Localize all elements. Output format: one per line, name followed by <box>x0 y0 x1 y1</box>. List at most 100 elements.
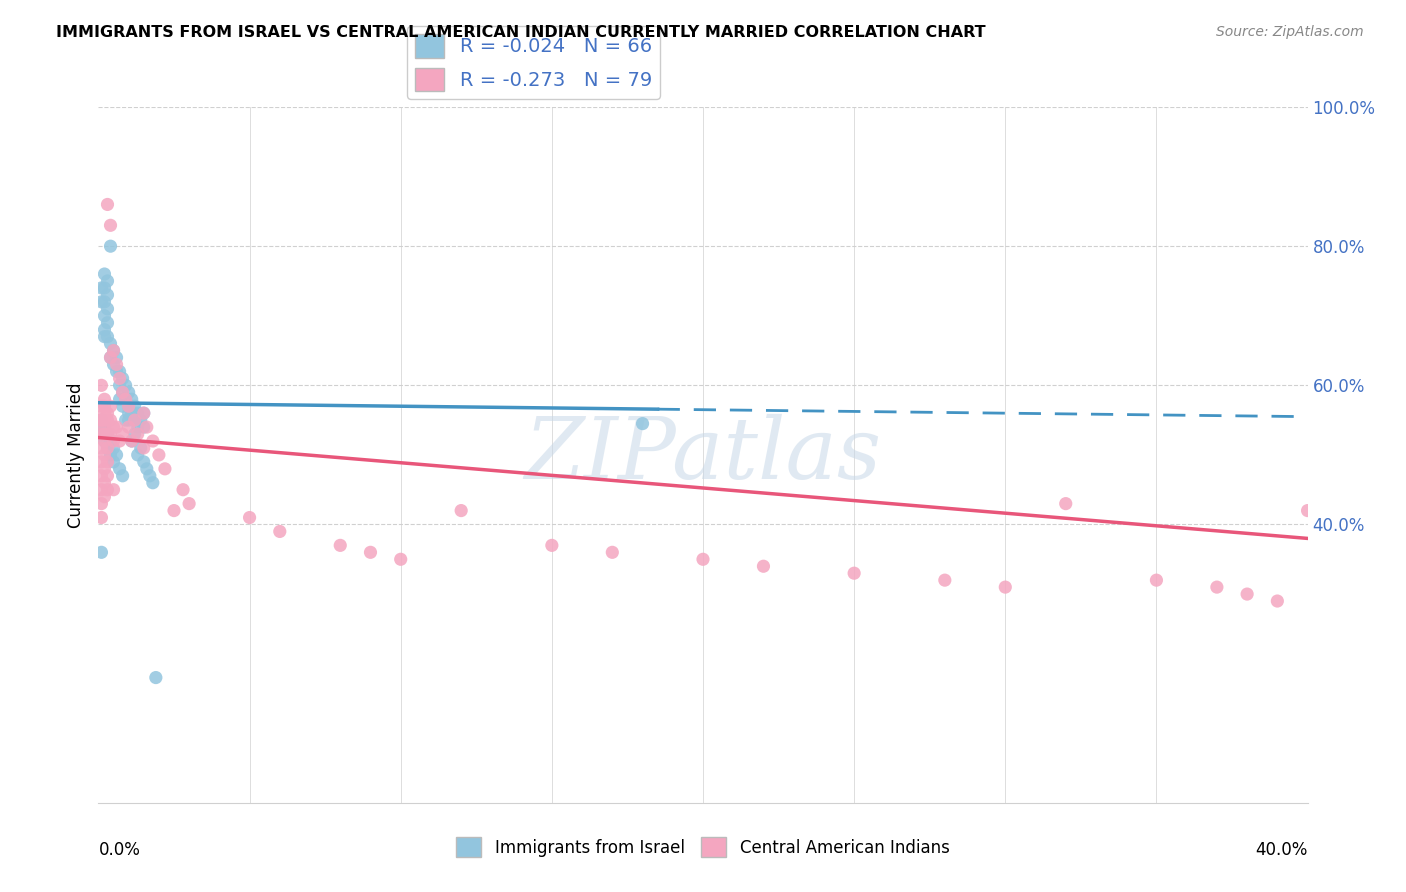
Text: 40.0%: 40.0% <box>1256 841 1308 859</box>
Point <box>132 455 155 469</box>
Point <box>121 392 143 407</box>
Point <box>93 420 115 434</box>
Point <box>93 399 115 413</box>
Point <box>114 378 136 392</box>
Point <box>100 239 122 253</box>
Point <box>124 399 146 413</box>
Point <box>121 406 143 420</box>
Point <box>93 475 115 490</box>
Point <box>90 378 112 392</box>
Point <box>844 566 866 581</box>
Point <box>93 406 115 420</box>
Point <box>111 427 134 442</box>
Point <box>114 392 136 407</box>
Point <box>145 671 167 685</box>
Point <box>103 358 125 372</box>
Point <box>118 385 141 400</box>
Point <box>90 413 112 427</box>
Point <box>1144 573 1167 587</box>
Point <box>93 281 115 295</box>
Point <box>132 441 155 455</box>
Point <box>93 427 115 442</box>
Point <box>360 545 382 559</box>
Point <box>111 468 134 483</box>
Point <box>602 545 624 559</box>
Point <box>93 309 115 323</box>
Point <box>124 413 146 427</box>
Point <box>108 378 131 392</box>
Point <box>450 503 472 517</box>
Point <box>96 413 118 427</box>
Point <box>103 420 125 434</box>
Point <box>329 538 352 552</box>
Point <box>93 329 115 343</box>
Point <box>100 413 122 427</box>
Point <box>108 364 131 378</box>
Point <box>692 552 714 566</box>
Point <box>90 281 112 295</box>
Point <box>139 468 162 483</box>
Point <box>96 197 118 211</box>
Point <box>163 503 186 517</box>
Point <box>934 573 956 587</box>
Point <box>90 427 112 442</box>
Point <box>90 399 112 413</box>
Point <box>132 406 155 420</box>
Point <box>179 497 201 511</box>
Point <box>93 462 115 476</box>
Point <box>118 399 141 413</box>
Point <box>93 434 115 448</box>
Point <box>96 329 118 343</box>
Point <box>118 399 141 413</box>
Point <box>100 448 122 462</box>
Point <box>105 351 128 365</box>
Point <box>1236 587 1258 601</box>
Point <box>90 441 112 455</box>
Point <box>127 406 149 420</box>
Point <box>127 420 149 434</box>
Point <box>114 392 136 407</box>
Point <box>1054 497 1077 511</box>
Point <box>96 301 118 316</box>
Point <box>93 448 115 462</box>
Point <box>752 559 775 574</box>
Point <box>103 434 125 448</box>
Point <box>90 294 112 309</box>
Point <box>105 364 128 378</box>
Point <box>118 406 141 420</box>
Point <box>1267 594 1289 608</box>
Point <box>96 468 118 483</box>
Point <box>135 462 157 476</box>
Point <box>121 434 143 448</box>
Point <box>121 434 143 448</box>
Point <box>96 316 118 330</box>
Point <box>90 427 112 442</box>
Point <box>142 434 165 448</box>
Point <box>90 497 112 511</box>
Point <box>1206 580 1229 594</box>
Point <box>124 427 146 442</box>
Point <box>239 510 262 524</box>
Text: 0.0%: 0.0% <box>98 841 141 859</box>
Point <box>994 580 1017 594</box>
Point <box>96 288 118 302</box>
Point <box>103 455 125 469</box>
Point <box>129 441 152 455</box>
Point <box>96 427 118 442</box>
Point <box>93 420 115 434</box>
Point <box>540 538 562 552</box>
Point <box>127 427 149 442</box>
Point <box>153 462 176 476</box>
Point <box>93 267 115 281</box>
Point <box>93 323 115 337</box>
Point <box>105 420 128 434</box>
Point <box>100 351 122 365</box>
Point <box>172 483 194 497</box>
Legend: Immigrants from Israel, Central American Indians: Immigrants from Israel, Central American… <box>450 830 956 864</box>
Point <box>103 343 125 358</box>
Point <box>108 434 131 448</box>
Point <box>142 475 165 490</box>
Point <box>100 219 122 233</box>
Point <box>90 413 112 427</box>
Point <box>100 434 122 448</box>
